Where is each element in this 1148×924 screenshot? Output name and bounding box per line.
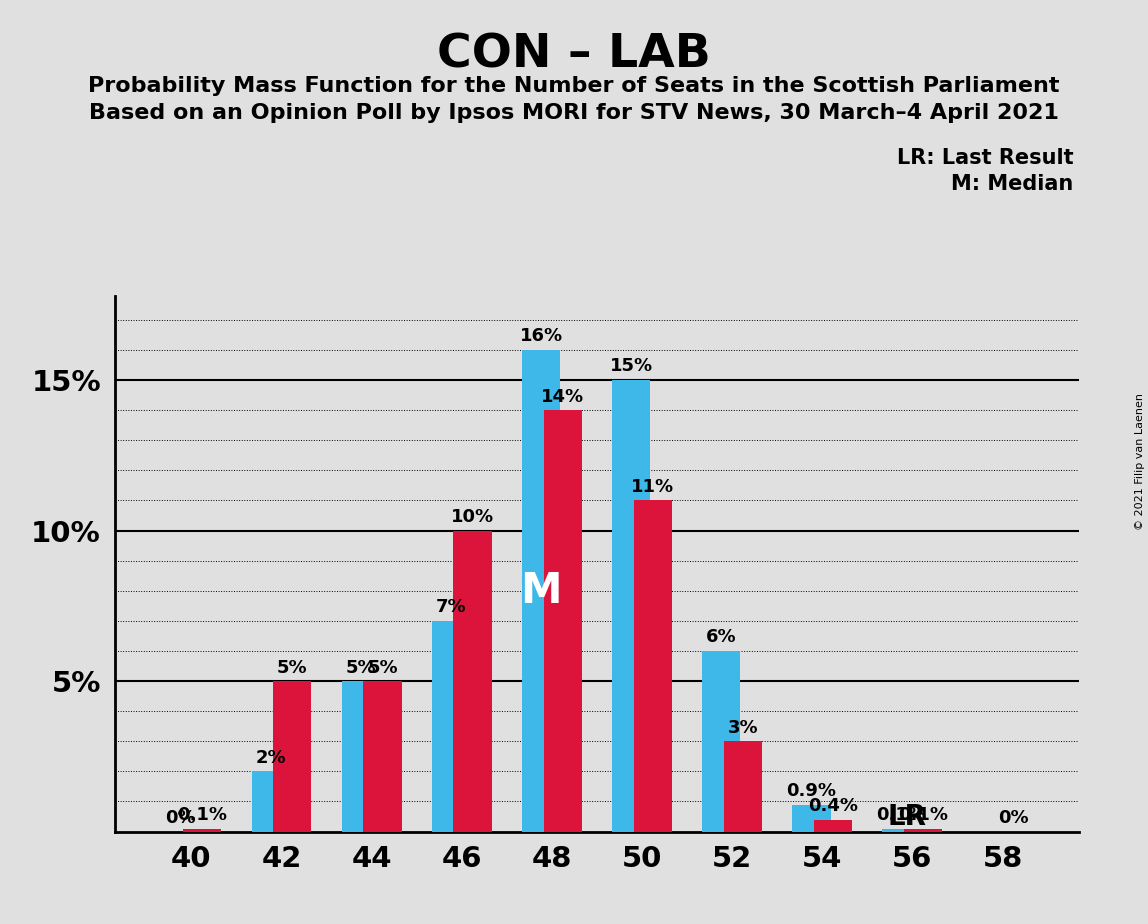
Bar	[612, 380, 651, 832]
Text: 5%: 5%	[367, 659, 397, 676]
Text: 15%: 15%	[610, 358, 653, 375]
Text: LR: LR	[887, 803, 926, 831]
Text: 5%: 5%	[346, 659, 377, 676]
Bar	[883, 829, 921, 832]
Bar	[723, 741, 762, 832]
Bar	[905, 829, 943, 832]
Bar	[273, 681, 311, 832]
Text: M: M	[520, 570, 561, 612]
Text: 10%: 10%	[451, 508, 494, 526]
Bar	[792, 805, 831, 832]
Text: 0.9%: 0.9%	[786, 782, 837, 800]
Text: 2%: 2%	[255, 748, 286, 767]
Text: 0%: 0%	[998, 809, 1029, 827]
Bar	[251, 772, 289, 832]
Text: Based on an Opinion Poll by Ipsos MORI for STV News, 30 March–4 April 2021: Based on an Opinion Poll by Ipsos MORI f…	[90, 103, 1058, 124]
Text: 0.4%: 0.4%	[808, 797, 858, 815]
Bar	[522, 350, 560, 832]
Bar	[543, 410, 582, 832]
Text: 0.1%: 0.1%	[877, 806, 926, 824]
Bar	[342, 681, 380, 832]
Text: LR: Last Result: LR: Last Result	[897, 148, 1073, 168]
Text: 7%: 7%	[435, 599, 466, 616]
Text: CON – LAB: CON – LAB	[437, 32, 711, 78]
Text: 5%: 5%	[277, 659, 308, 676]
Text: © 2021 Filip van Laenen: © 2021 Filip van Laenen	[1135, 394, 1145, 530]
Text: 0%: 0%	[165, 809, 196, 827]
Bar	[183, 829, 222, 832]
Text: 3%: 3%	[728, 719, 759, 736]
Text: 11%: 11%	[631, 478, 674, 496]
Text: 0.1%: 0.1%	[177, 806, 227, 824]
Bar	[453, 530, 491, 832]
Bar	[432, 621, 471, 832]
Bar	[363, 681, 402, 832]
Text: 0.1%: 0.1%	[898, 806, 948, 824]
Text: Probability Mass Function for the Number of Seats in the Scottish Parliament: Probability Mass Function for the Number…	[88, 76, 1060, 96]
Bar	[634, 501, 672, 832]
Bar	[814, 820, 852, 832]
Text: 6%: 6%	[706, 628, 737, 647]
Text: 14%: 14%	[541, 387, 584, 406]
Text: M: Median: M: Median	[952, 174, 1073, 194]
Bar	[703, 650, 740, 832]
Text: 16%: 16%	[520, 327, 563, 346]
